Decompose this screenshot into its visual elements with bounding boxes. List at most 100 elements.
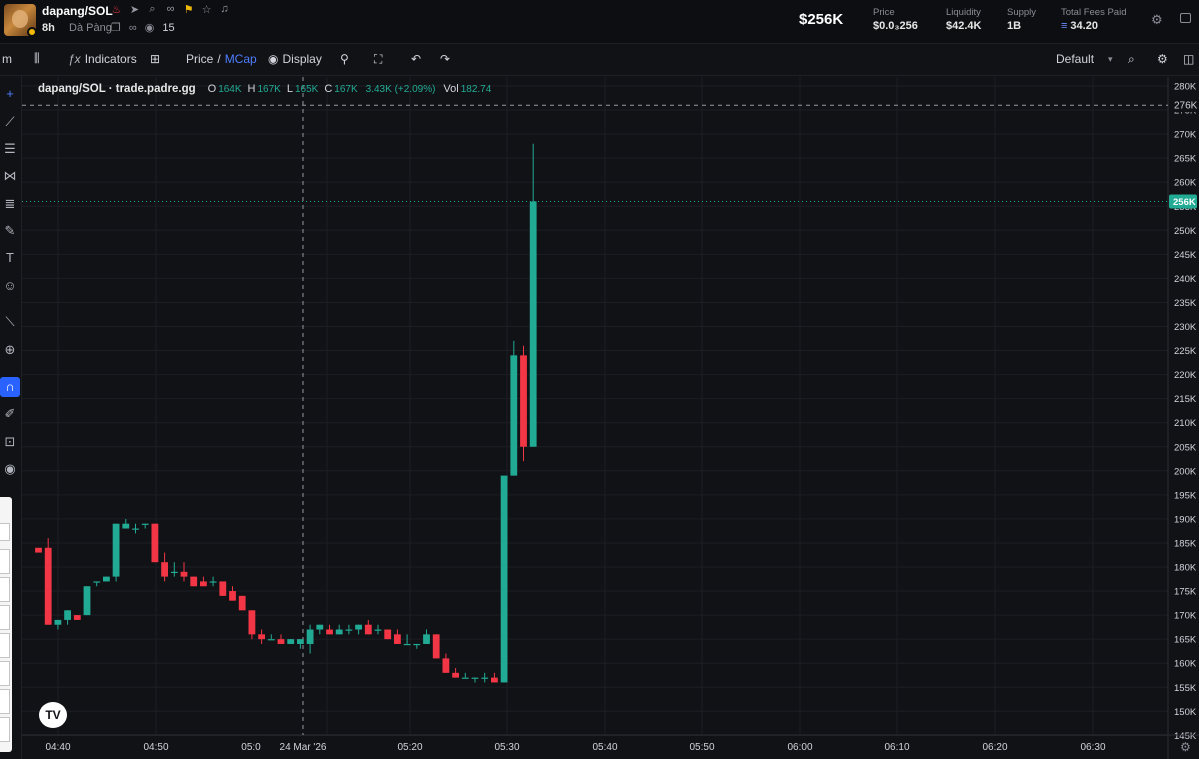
adjust-icon[interactable]: ⚲	[340, 52, 349, 66]
stat-liquidity: Liquidity $42.4K	[946, 7, 981, 32]
zoom-in-icon[interactable]: ⊕	[4, 342, 16, 357]
time-tick-label: 05:0	[241, 742, 261, 753]
stat-label: Price	[873, 7, 895, 18]
lock-drawing-icon[interactable]: ✐	[4, 406, 16, 421]
candle	[83, 586, 91, 616]
brush-icon[interactable]: ✎	[4, 223, 16, 238]
bolt-icon[interactable]: ⚑	[183, 4, 194, 16]
layout-grid-icon[interactable]: ⊞	[150, 52, 161, 66]
panel-field[interactable]	[0, 605, 10, 630]
lock-icon[interactable]: ⊡	[4, 434, 16, 449]
candle-body	[500, 475, 508, 683]
candle-body	[316, 624, 324, 630]
panel-field[interactable]	[0, 717, 10, 742]
candle	[132, 523, 139, 534]
candle-body	[423, 634, 430, 644]
token-avatar[interactable]	[4, 4, 36, 36]
time-tick-label: 06:20	[982, 742, 1007, 753]
candle	[345, 624, 353, 635]
panel-field[interactable]	[0, 689, 10, 714]
chart-canvas[interactable]: 280K275K270K265K260K255K250K245K240K235K…	[22, 77, 1199, 759]
panel-select[interactable]	[0, 523, 10, 541]
time-tick-label: 06:00	[787, 742, 812, 753]
legend-change: 3.43K (+2.09%)	[365, 84, 436, 95]
tradingview-logo[interactable]: TV	[39, 702, 67, 728]
candle	[238, 595, 246, 611]
gear-icon[interactable]: ⚙	[1157, 52, 1168, 66]
send-icon[interactable]: ➤	[129, 4, 140, 16]
trendline-icon[interactable]: ⟋	[5, 114, 15, 129]
indicators-button[interactable]: ƒx Indicators	[68, 52, 137, 66]
emoji-icon[interactable]: ☺	[3, 278, 17, 293]
link-icon[interactable]: ∞	[166, 3, 175, 15]
time-tick-label: 05:50	[689, 742, 714, 753]
candle-body	[200, 581, 207, 587]
crosshair-time-bg	[263, 738, 343, 754]
search-icon[interactable]: ⌕	[1128, 52, 1135, 66]
pattern-icon[interactable]: ⋈	[3, 168, 17, 183]
mcap-option[interactable]: MCap	[224, 52, 257, 66]
panel-field[interactable]	[0, 661, 10, 686]
panel-field[interactable]	[0, 577, 10, 602]
window-icon[interactable]	[1180, 13, 1191, 23]
crosshair-time-text: 24 Mar '26	[280, 742, 327, 753]
interval-button[interactable]: m	[2, 52, 12, 66]
candle	[64, 610, 71, 625]
price-tick-label: 205K	[1174, 442, 1197, 453]
display-button[interactable]: ◉ Display	[268, 52, 322, 66]
candle-body	[229, 591, 236, 601]
star-icon[interactable]: ☆	[201, 4, 212, 16]
visibility-icon[interactable]: ◉	[4, 461, 16, 476]
gear-icon[interactable]: ⚙	[1151, 12, 1163, 27]
layout-name: Default	[1056, 52, 1095, 66]
time-tick-label: 04:50	[143, 742, 168, 753]
panel-field[interactable]	[0, 549, 10, 574]
candle	[529, 143, 537, 447]
token-actions: ♨ ➤ ⌕ ∞ ⚑ ☆ ♫	[110, 3, 231, 16]
candle	[500, 475, 508, 683]
panel-field[interactable]	[0, 633, 10, 658]
chart-legend: dapang/SOL · trade.padre.gg O 164K H 167K …	[38, 83, 491, 95]
candle-body	[93, 581, 101, 583]
redo-icon[interactable]: ↷	[440, 52, 451, 66]
price-tick-label: 185K	[1174, 538, 1197, 549]
candle-body	[54, 619, 62, 625]
price-chart[interactable]: 280K275K270K265K260K255K250K245K240K235K…	[22, 77, 1199, 759]
text-icon[interactable]: T	[6, 250, 14, 265]
token-full-name: Dà Pàng	[69, 22, 112, 34]
horizontal-lines-icon[interactable]: ☰	[4, 141, 16, 156]
price-tick-label: 170K	[1174, 611, 1197, 622]
layout-select[interactable]: Default ▾	[1056, 52, 1113, 66]
price-mcap-toggle[interactable]: Price / MCap	[186, 52, 257, 66]
bell-icon[interactable]: ♫	[220, 3, 229, 15]
magnet-icon[interactable]: ∩	[0, 377, 20, 397]
gear-icon[interactable]: ⚙	[1180, 740, 1191, 754]
price-tick-label: 220K	[1174, 370, 1197, 381]
price-tick-label: 190K	[1174, 514, 1197, 525]
copy-icon[interactable]: ❐	[111, 22, 121, 34]
candle-body	[520, 355, 527, 447]
legend-title: dapang/SOL · trade.padre.gg	[38, 83, 196, 95]
candle	[93, 581, 101, 587]
search-icon[interactable]: ⌕	[149, 3, 156, 15]
price-option[interactable]: Price	[186, 52, 214, 66]
candle-body	[510, 355, 518, 476]
fib-icon[interactable]: ≣	[4, 196, 16, 211]
price-tick-label: 230K	[1174, 322, 1197, 333]
candle-body	[461, 677, 469, 679]
candlestick-icon[interactable]: ⫼	[34, 51, 40, 65]
undo-icon[interactable]: ↶	[411, 52, 422, 66]
fire-icon[interactable]: ♨	[111, 4, 122, 16]
fullscreen-icon[interactable]: ⛶	[374, 52, 383, 66]
candle-body	[481, 677, 489, 679]
candle	[471, 677, 479, 683]
candle	[394, 629, 401, 644]
stat-value: 1B	[1007, 20, 1022, 32]
legend-volume-key: Vol	[443, 83, 459, 95]
camera-icon[interactable]: ◫	[1183, 52, 1195, 66]
candle-body	[122, 523, 130, 529]
ruler-icon[interactable]: ⟍	[5, 314, 15, 329]
legend-volume: 182.74	[460, 84, 492, 95]
crosshair-icon[interactable]: +	[6, 86, 14, 101]
link-icon[interactable]: ∞	[128, 21, 137, 34]
